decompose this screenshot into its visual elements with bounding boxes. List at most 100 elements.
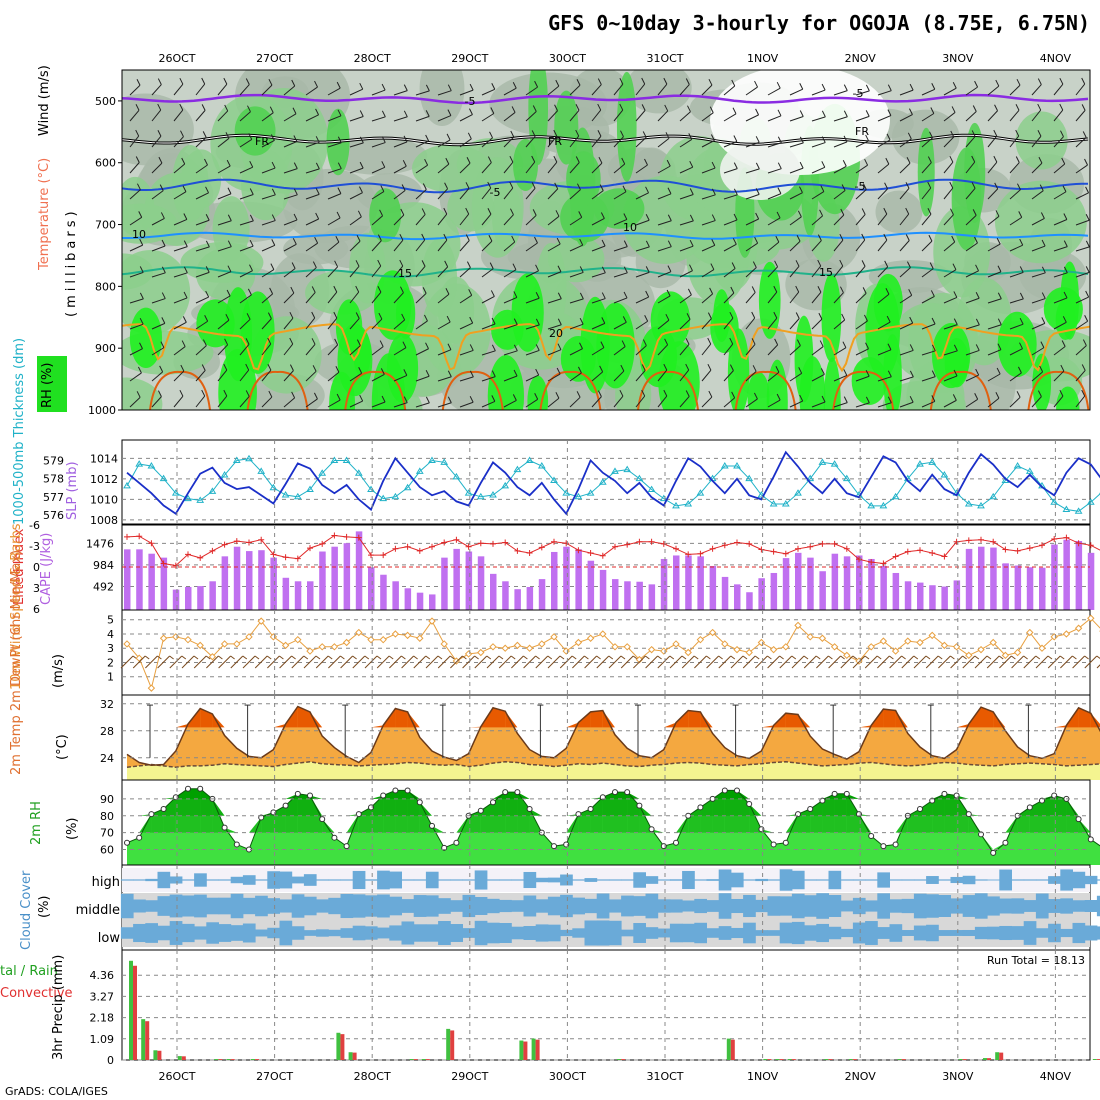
rh2m-band [322, 819, 335, 833]
cloud-cell [438, 879, 451, 881]
thickness-marker [684, 500, 693, 507]
cloud-cell [755, 878, 768, 882]
wind-barb-flag [1063, 213, 1068, 220]
wind10m-marker [257, 617, 265, 625]
wind-barb-flag [908, 289, 913, 296]
cape-bar [953, 580, 961, 610]
wind-barb-flag [751, 286, 756, 293]
cloud-cell [718, 926, 732, 940]
precip-conv-bar [962, 1059, 967, 1060]
wind10m-barb-flag [852, 655, 858, 660]
wind-barb-flag [619, 77, 624, 85]
wind-barb-flag [817, 285, 822, 293]
wind-barb [1031, 162, 1043, 174]
thickness-marker [818, 458, 827, 465]
wind10m-barb [340, 655, 353, 669]
thickness-marker [891, 492, 900, 500]
wind10m-barb-flag [937, 655, 943, 660]
bottom-date-label: 30OCT [549, 1070, 586, 1083]
wind-barb [129, 298, 144, 304]
wind10m-barb [523, 655, 536, 669]
pressure-tick: 1000 [88, 404, 116, 417]
wind-tick: 2 [107, 656, 114, 669]
wind-barb-flag [271, 239, 276, 246]
wind-barb [503, 136, 515, 148]
wind-barb-flag [509, 155, 514, 163]
wind-barb [987, 215, 1000, 226]
wind-barb-flag [1041, 239, 1046, 247]
wind-barb [965, 374, 979, 382]
cloud-cell [1035, 893, 1049, 919]
rh-blob-green [917, 127, 935, 217]
wind-barb [855, 140, 869, 148]
wind10m-barb-flag [425, 655, 431, 660]
wind-barb-flag [821, 136, 826, 143]
cloud-cell [584, 898, 598, 914]
wind-barb [987, 298, 1002, 304]
precip-total-label: tal / Rain [0, 964, 58, 979]
rh2m-band [383, 790, 396, 799]
rh-tick: 60 [100, 844, 114, 857]
cloud-cell [133, 923, 146, 943]
wind-barb-flag [755, 108, 760, 116]
wind-barb [591, 109, 602, 122]
wind-barb-flag [1037, 130, 1042, 137]
wind-barb [987, 349, 1002, 356]
wind10m-barb [206, 655, 219, 669]
wind-barb-flag [291, 262, 296, 269]
contour-25-arc [344, 370, 407, 410]
wind-barb-flag [513, 318, 518, 325]
wind-barb [657, 83, 668, 96]
rh-blob-mid [421, 238, 458, 317]
wind-barb [921, 268, 934, 278]
cloud-cell [767, 896, 781, 916]
bottom-date-label: 1NOV [747, 1070, 779, 1083]
li-marker [697, 550, 704, 557]
wind-barb-flag [139, 317, 144, 325]
wind-barb-flag [403, 396, 408, 403]
wind-barb-flag [687, 105, 691, 112]
cape-bar [697, 556, 704, 610]
wind-barb-flag [931, 344, 936, 352]
li-marker [990, 538, 997, 545]
wind10m-marker [745, 648, 753, 657]
li-marker [209, 547, 216, 554]
cloud-cell [779, 896, 793, 916]
wind10m-barb-flag [840, 655, 845, 660]
wind10m-barb-flag [864, 655, 870, 660]
wind-barb-flag [709, 106, 714, 113]
wind-barb-flag [708, 390, 713, 398]
cape-bar [538, 579, 546, 610]
wind-barb-flag [689, 214, 694, 222]
wind-barb [679, 220, 694, 226]
wind10m-barb [157, 655, 170, 669]
wind-barb-flag [249, 188, 254, 195]
wind-barb-flag [997, 292, 1002, 299]
wind-barb [657, 110, 669, 122]
wind-barb [613, 136, 624, 148]
wind-barb-flag [799, 82, 804, 90]
wind-barb-flag [928, 234, 933, 242]
wind-barb [1031, 322, 1046, 330]
cape-bar [514, 589, 521, 610]
wind-barb [503, 375, 518, 382]
wind-barb-flag [531, 155, 536, 163]
wind10m-marker [940, 641, 949, 650]
wind-barb [261, 293, 273, 304]
wind-barb [701, 140, 715, 148]
wind-barb-flag [884, 260, 889, 268]
wind-barb [305, 267, 317, 278]
wind-barb-flag [1018, 211, 1023, 218]
wind-barb [811, 373, 825, 382]
wind-barb [151, 272, 166, 278]
wind-barb-flag [997, 265, 1002, 272]
rh2m-band [1005, 815, 1018, 833]
wind-barb [855, 189, 867, 200]
wind-barb-flag [909, 316, 914, 324]
wind-barb-flag [311, 286, 316, 293]
wind-barb-flag [576, 78, 581, 86]
thickness-tick: 577 [43, 491, 64, 504]
wind-barb [481, 295, 495, 304]
wind-barb-flag [1059, 103, 1064, 111]
